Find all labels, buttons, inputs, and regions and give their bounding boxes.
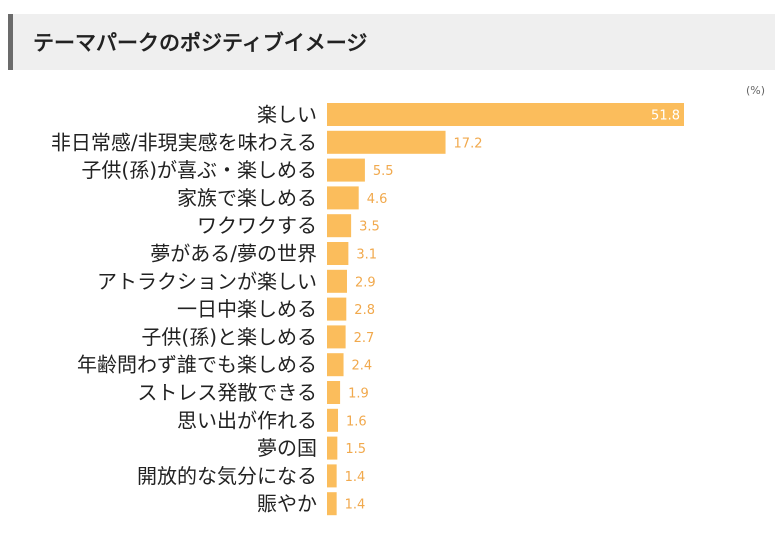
bar <box>327 297 347 321</box>
bar <box>327 464 337 488</box>
value-label: 1.4 <box>345 470 366 485</box>
value-label: 3.5 <box>359 220 380 235</box>
value-label: 2.8 <box>354 303 375 318</box>
value-label: 2.9 <box>355 275 376 290</box>
bar <box>327 186 359 210</box>
value-label: 1.4 <box>345 498 366 513</box>
bar <box>327 130 446 154</box>
bar <box>327 158 365 182</box>
bar <box>327 492 337 516</box>
bar <box>327 353 344 377</box>
value-label: 4.6 <box>367 192 388 207</box>
category-label: 非日常感/非現実感を味わえる <box>51 130 317 154</box>
category-label: 思い出が作れる <box>177 408 317 432</box>
value-label: 1.5 <box>345 442 366 457</box>
category-label: 開放的な気分になる <box>137 464 317 488</box>
category-label: 一日中楽しめる <box>177 297 317 321</box>
bar <box>327 214 352 238</box>
value-label: 51.8 <box>651 109 680 124</box>
category-label: 子供(孫)と楽しめる <box>141 325 317 349</box>
category-label: 夢がある/夢の世界 <box>150 242 317 266</box>
category-label: 楽しい <box>257 103 317 127</box>
category-label: 家族で楽しめる <box>177 186 317 210</box>
category-label: 子供(孫)が喜ぶ・楽しめる <box>81 158 317 182</box>
value-label: 1.6 <box>346 414 367 429</box>
bar <box>327 408 339 432</box>
bar <box>327 269 347 293</box>
bar <box>327 325 346 349</box>
value-label: 3.1 <box>356 248 377 263</box>
category-label: ワクワクする <box>197 214 317 238</box>
bar <box>327 103 684 126</box>
bar <box>327 242 349 265</box>
bar <box>327 381 341 404</box>
category-label: 賑やか <box>257 492 317 516</box>
value-label: 2.7 <box>354 331 375 346</box>
category-label: 年齢問わず誰でも楽しめる <box>77 353 317 377</box>
value-label: 5.5 <box>373 164 394 179</box>
category-label: ストレス発散できる <box>137 381 317 405</box>
value-label: 1.9 <box>348 387 369 402</box>
category-label: 夢の国 <box>257 436 317 460</box>
value-label: 2.4 <box>352 359 373 374</box>
unit-label: (%) <box>745 84 765 97</box>
chart-title: テーマパークのポジティブイメージ <box>33 31 368 55</box>
chart-title-bar: テーマパークのポジティブイメージ <box>8 14 775 70</box>
value-label: 17.2 <box>454 136 483 151</box>
category-label: アトラクションが楽しい <box>97 269 317 293</box>
bar <box>327 436 338 460</box>
